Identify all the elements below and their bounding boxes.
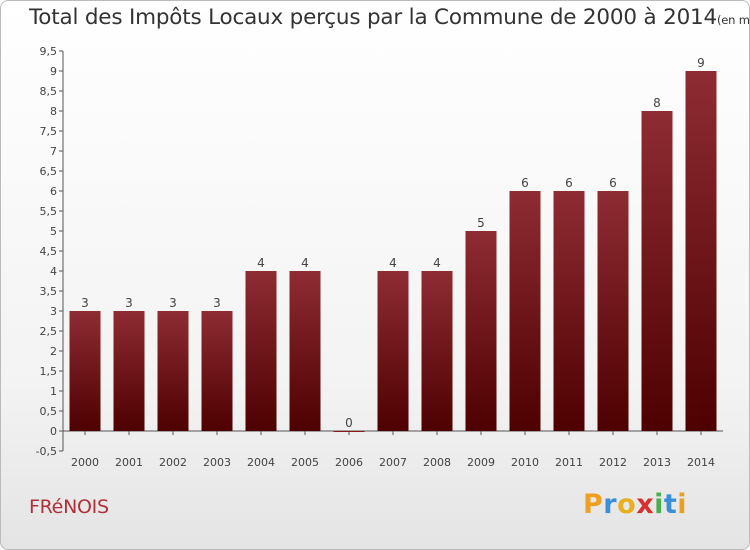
chart-title: Total des Impôts Locaux perçus par la Co… [29, 5, 750, 30]
data-label: 6 [521, 176, 529, 190]
logo-letter: P [583, 489, 604, 520]
commune-name: FRéNOIS [29, 496, 109, 518]
x-tick-label: 2006 [335, 456, 363, 469]
bar-2008 [421, 271, 453, 431]
x-tick-label: 2011 [555, 456, 583, 469]
y-tick-label: 5,5 [40, 205, 58, 218]
y-tick-label: 2 [50, 345, 57, 358]
y-tick-label: 4 [50, 265, 57, 278]
data-label: 6 [609, 176, 617, 190]
y-tick-label: 9 [50, 65, 57, 78]
x-tick-label: 2013 [643, 456, 671, 469]
data-label: 4 [257, 256, 265, 270]
bar-2001 [113, 311, 145, 431]
data-label: 4 [433, 256, 441, 270]
data-label: 5 [477, 216, 485, 230]
y-tick-label: 6 [50, 185, 57, 198]
logo-letter: i [654, 489, 664, 520]
data-label: 3 [125, 296, 133, 310]
proxiti-logo: Proxiti [583, 489, 687, 520]
x-tick-label: 2005 [291, 456, 319, 469]
bar-2002 [157, 311, 189, 431]
bar-2009 [465, 231, 497, 431]
logo-letter: t [663, 489, 678, 520]
chart-subtitle: (en milliers d'€) [717, 13, 750, 27]
y-tick-label: 8,5 [40, 85, 58, 98]
x-tick-label: 2012 [599, 456, 627, 469]
y-tick-label: 7,5 [40, 125, 58, 138]
y-tick-label: 8 [50, 105, 57, 118]
logo-letter: r [603, 489, 618, 520]
data-label: 0 [345, 416, 353, 430]
y-tick-label: 4,5 [40, 245, 58, 258]
data-label: 3 [81, 296, 89, 310]
y-tick-label: 5 [50, 225, 57, 238]
x-tick-label: 2000 [71, 456, 99, 469]
bar-2006 [333, 431, 365, 432]
y-tick-label: 0 [50, 425, 57, 438]
data-label: 4 [301, 256, 309, 270]
bar-2012 [597, 191, 629, 431]
bar-2007 [377, 271, 409, 431]
data-label: 4 [389, 256, 397, 270]
x-tick-label: 2001 [115, 456, 143, 469]
bar-2003 [201, 311, 233, 431]
bar-2010 [509, 191, 541, 431]
data-label: 3 [213, 296, 221, 310]
y-tick-label: 3,5 [40, 285, 58, 298]
y-tick-label: 3 [50, 305, 57, 318]
data-label: 8 [653, 96, 661, 110]
y-tick-label: 2,5 [40, 325, 58, 338]
x-tick-label: 2004 [247, 456, 275, 469]
x-tick-label: 2007 [379, 456, 407, 469]
bar-2005 [289, 271, 321, 431]
x-tick-label: 2014 [687, 456, 715, 469]
x-tick-label: 2010 [511, 456, 539, 469]
y-tick-label: 1 [50, 385, 57, 398]
y-tick-label: 0,5 [40, 405, 58, 418]
y-tick-label: 6,5 [40, 165, 58, 178]
x-tick-label: 2003 [203, 456, 231, 469]
bar-2004 [245, 271, 277, 431]
data-label: 9 [697, 56, 705, 70]
y-tick-label: 1,5 [40, 365, 58, 378]
bar-2013 [641, 111, 673, 431]
x-tick-label: 2008 [423, 456, 451, 469]
logo-letter: i [677, 489, 688, 520]
y-tick-label: 7 [50, 145, 57, 158]
logo-letter: x [636, 489, 655, 520]
bar-2000 [69, 311, 101, 431]
bar-2014 [685, 71, 717, 431]
logo-letter: o [617, 489, 637, 520]
data-label: 3 [169, 296, 177, 310]
x-tick-label: 2009 [467, 456, 495, 469]
bar-2011 [553, 191, 585, 431]
data-label: 6 [565, 176, 573, 190]
y-tick-label: 9,5 [40, 45, 58, 58]
x-tick-label: 2002 [159, 456, 187, 469]
y-tick-label: -0,5 [36, 445, 57, 458]
